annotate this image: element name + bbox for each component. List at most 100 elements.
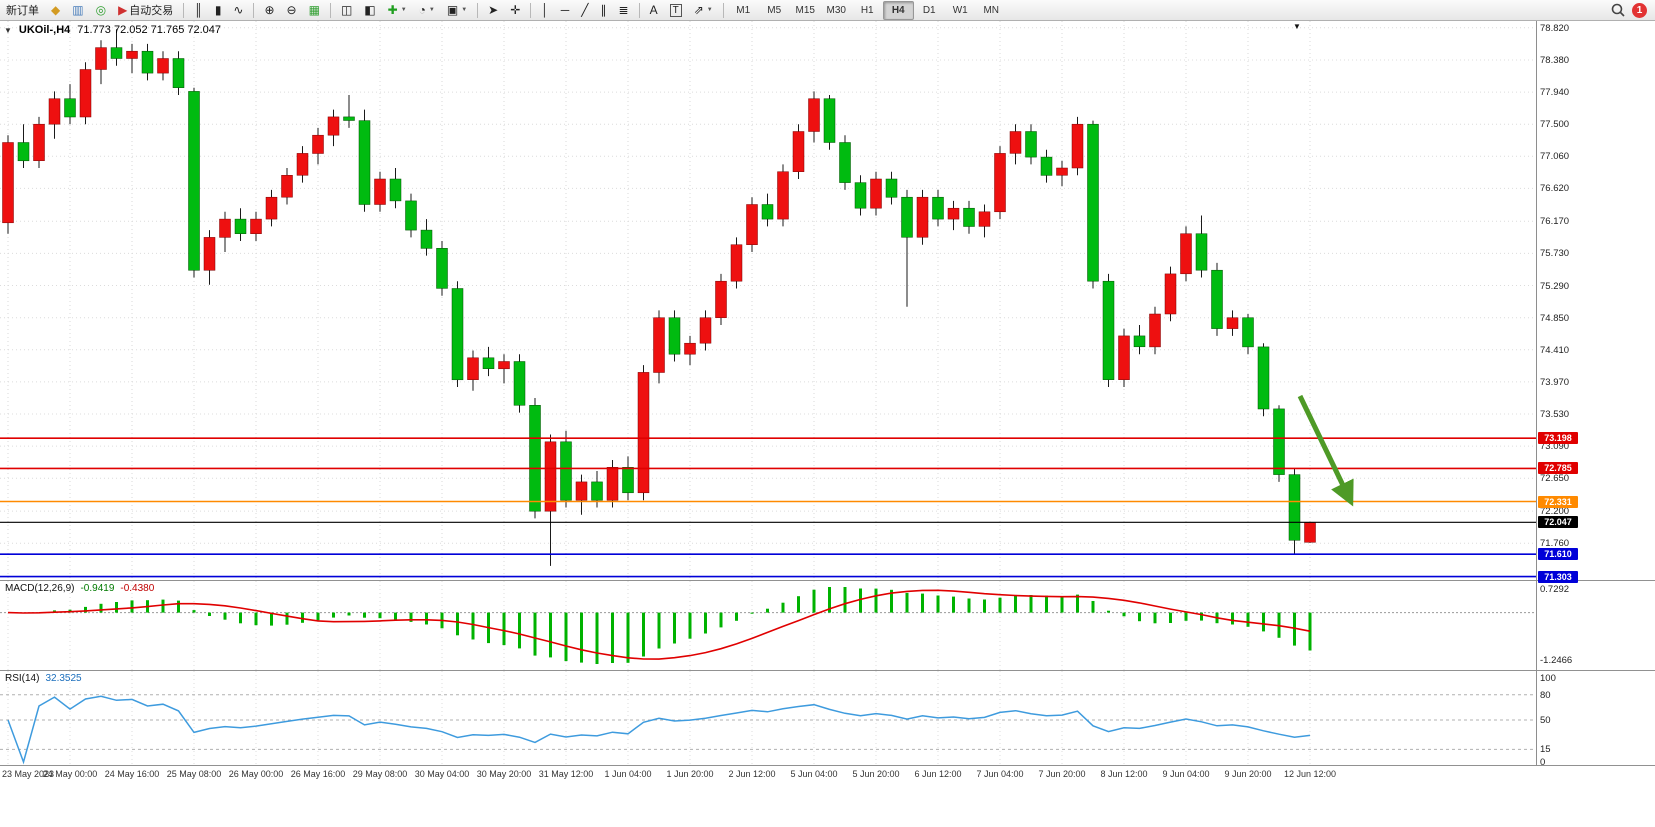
market-watch-icon[interactable]: ▥ bbox=[67, 0, 88, 20]
new-order-button[interactable]: 新订单 bbox=[1, 0, 44, 20]
symbol-period-label: UKOil-,H4 bbox=[18, 24, 71, 36]
chart-layout-icon[interactable]: ◧ bbox=[359, 0, 380, 20]
time-axis-label: 30 May 04:00 bbox=[414, 769, 470, 779]
candlestick-chart-icon[interactable]: ▮ bbox=[210, 0, 227, 20]
candle-body bbox=[250, 218, 262, 234]
main-toolbar: 新订单 ◆ ▥ ◎ ▶ 自动交易 ║ ▮ ∿ ⊕ ⊖ ▦ ◫ ◧ ✚ ▼ ◔ ▼ ▣ ▼ ➤ ✛ │ ─ ╱ ∥ ≣ A T ⇗ ▼ M1 M5… bbox=[0, 0, 1655, 21]
candle-body bbox=[1056, 167, 1068, 176]
candle-body bbox=[1133, 335, 1146, 348]
vertical-line-icon[interactable]: │ bbox=[536, 0, 554, 20]
candle-body bbox=[560, 441, 572, 501]
text-icon[interactable]: A bbox=[645, 0, 663, 20]
time-axis-label: 7 Jun 20:00 bbox=[1038, 769, 1086, 779]
candle-body bbox=[901, 196, 913, 238]
indicator-window-icon[interactable]: ◫ bbox=[336, 0, 357, 20]
time-axis-label: 26 May 00:00 bbox=[228, 769, 284, 779]
channel-icon[interactable]: ∥ bbox=[596, 0, 612, 20]
timeframe-m5-button[interactable]: M5 bbox=[767, 4, 782, 16]
channel-icon: ∥ bbox=[600, 3, 607, 17]
candle-body bbox=[606, 467, 619, 501]
candle-body bbox=[110, 47, 123, 59]
cursor-icon[interactable]: ➤ bbox=[483, 0, 503, 20]
charts-toolbar-icon[interactable]: ◆ bbox=[46, 0, 65, 20]
timeframe-h1-button[interactable]: H1 bbox=[860, 4, 874, 16]
auto-trading-button[interactable]: ▶ 自动交易 bbox=[113, 0, 178, 20]
toolbar-separator bbox=[638, 2, 640, 18]
template-icon-dropdown-icon[interactable]: ▼ bbox=[461, 7, 468, 13]
crosshair-icon[interactable]: ✛ bbox=[505, 0, 525, 20]
timeframe-mn-button[interactable]: MN bbox=[983, 4, 1000, 16]
bar-chart-icon[interactable]: ║ bbox=[189, 0, 208, 20]
candle-body bbox=[1195, 233, 1208, 271]
candle-body bbox=[684, 342, 696, 355]
tile-windows-icon[interactable]: ▦ bbox=[304, 0, 325, 20]
candle-body bbox=[730, 244, 743, 282]
zoom-in-icon[interactable]: ⊕ bbox=[259, 0, 279, 20]
candle-body bbox=[374, 178, 386, 205]
candle-body bbox=[777, 171, 789, 220]
candle-body bbox=[172, 58, 185, 88]
toolbar-right-group: 1 bbox=[1611, 2, 1655, 18]
timeframe-w1-button[interactable]: W1 bbox=[952, 4, 968, 16]
arrows-icon[interactable]: ⇗ ▼ bbox=[689, 0, 718, 20]
bar-chart-icon: ║ bbox=[194, 3, 203, 17]
macd-panel-canvas[interactable] bbox=[0, 581, 1536, 670]
rsi-axis-label: 15 bbox=[1540, 744, 1551, 756]
timeframe-m1-button[interactable]: M1 bbox=[736, 4, 751, 16]
template-icon: ▣ bbox=[446, 3, 459, 17]
horizontal-line-icon[interactable]: ─ bbox=[556, 0, 575, 20]
price-axis-label: 73.090 bbox=[1540, 441, 1570, 453]
chart-gridlines bbox=[0, 21, 1536, 580]
candle-body bbox=[622, 467, 634, 494]
navigator-icon: ◎ bbox=[95, 3, 107, 17]
candle-body bbox=[575, 481, 588, 501]
arrows-icon-dropdown-icon[interactable]: ▼ bbox=[706, 7, 713, 13]
notification-badge[interactable]: 1 bbox=[1632, 2, 1647, 18]
timeframe-m30-button[interactable]: M30 bbox=[826, 4, 846, 16]
rsi-axis-label: 0 bbox=[1540, 757, 1546, 768]
macd-axis-max: 0.7292 bbox=[1540, 584, 1570, 595]
line-chart-icon[interactable]: ∿ bbox=[228, 0, 248, 20]
candle-body bbox=[451, 288, 464, 381]
chart-title: ▼ UKOil-,H4 71.773 72.052 71.765 72.047 bbox=[4, 24, 221, 36]
add-indicator-icon[interactable]: ✚ ▼ bbox=[383, 0, 412, 20]
macd-panel-divider[interactable] bbox=[0, 580, 1655, 581]
time-axis-label: 5 Jun 04:00 bbox=[790, 769, 838, 779]
candle-body bbox=[1009, 131, 1022, 154]
candle-body bbox=[916, 196, 929, 238]
candle-body bbox=[141, 50, 154, 74]
rsi-panel-canvas[interactable] bbox=[0, 671, 1536, 765]
candle-body bbox=[792, 131, 805, 172]
trend-arrow-annotation[interactable] bbox=[1297, 394, 1354, 507]
candle-body bbox=[544, 441, 557, 512]
price-axis[interactable]: 78.820 78.380 77.940 77.500 77.060 76.620 76.1… bbox=[1537, 21, 1655, 768]
text-label-icon[interactable]: T bbox=[665, 0, 687, 20]
timeframe-h4-button[interactable]: H4 bbox=[882, 0, 914, 20]
navigator-icon[interactable]: ◎ bbox=[91, 0, 111, 20]
rsi-panel-divider[interactable] bbox=[0, 670, 1655, 671]
add-indicator-icon-dropdown-icon[interactable]: ▼ bbox=[400, 7, 407, 13]
macd-axis-min: -1.2466 bbox=[1540, 655, 1573, 666]
timeframe-d1-button[interactable]: D1 bbox=[922, 4, 936, 16]
candle-body bbox=[498, 361, 510, 370]
candle-body bbox=[358, 120, 371, 205]
chart-shift-marker[interactable]: ▼ bbox=[1293, 22, 1301, 31]
period-selector-icon-dropdown-icon[interactable]: ▼ bbox=[428, 7, 435, 13]
one-click-trading-collapse-icon[interactable]: ▼ bbox=[4, 25, 12, 35]
candle-body bbox=[668, 317, 681, 355]
trendline-icon[interactable]: ╱ bbox=[576, 0, 593, 20]
horizontal-price-levels[interactable] bbox=[0, 437, 1536, 578]
candle-body bbox=[1102, 280, 1115, 380]
text-label-icon: T bbox=[669, 3, 682, 17]
zoom-out-icon[interactable]: ⊖ bbox=[282, 0, 302, 20]
time-axis-label: 29 May 08:00 bbox=[352, 769, 408, 779]
candle-body bbox=[296, 153, 309, 176]
fibonacci-icon[interactable]: ≣ bbox=[614, 0, 634, 20]
period-selector-icon[interactable]: ◔ ▼ bbox=[414, 0, 440, 20]
price-chart-canvas[interactable] bbox=[0, 21, 1536, 580]
time-axis[interactable]: 23 May 2023 24 May 00:00 24 May 16:00 25 Ma… bbox=[0, 766, 1655, 784]
timeframe-m15-button[interactable]: M15 bbox=[795, 4, 815, 16]
search-icon[interactable] bbox=[1611, 3, 1625, 17]
template-icon[interactable]: ▣ ▼ bbox=[442, 0, 472, 20]
text-icon: A bbox=[649, 3, 658, 17]
